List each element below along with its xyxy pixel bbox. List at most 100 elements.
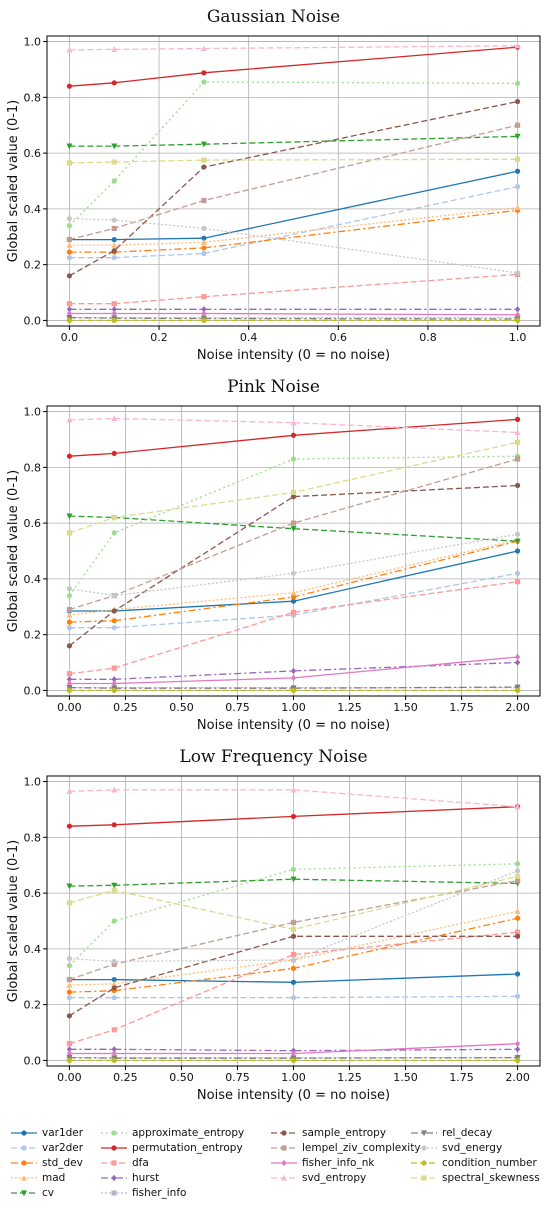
data-point	[290, 965, 297, 972]
series-line	[69, 273, 518, 305]
data-point	[514, 416, 521, 422]
series-line	[69, 441, 518, 534]
legend-label: dfa	[132, 1157, 149, 1169]
legend-label: fisher_info	[132, 1187, 187, 1199]
data-point	[200, 239, 207, 245]
data-point	[514, 306, 521, 313]
legend-marker	[421, 1130, 427, 1137]
chart-title: Low Frequency Noise	[179, 747, 367, 767]
data-point	[201, 294, 207, 300]
legend-marker	[281, 1130, 287, 1136]
y-tick-label: 0.8	[24, 461, 42, 474]
series-svd-entropy	[66, 415, 521, 436]
grid	[47, 776, 540, 1066]
y-tick-label: 0.4	[24, 573, 42, 586]
series-line	[69, 158, 518, 164]
series-line	[69, 789, 518, 808]
data-point	[111, 217, 117, 223]
legend-label: approximate_entropy	[132, 1127, 245, 1139]
data-point	[111, 887, 117, 893]
data-point	[111, 618, 117, 624]
series-line	[69, 973, 518, 983]
x-tick-label: 0.50	[169, 701, 194, 714]
data-point	[290, 526, 297, 532]
data-point	[111, 514, 117, 521]
legend-label: permutation_entropy	[132, 1142, 243, 1154]
series-line	[69, 209, 518, 253]
data-point	[200, 45, 207, 52]
legend-marker	[21, 1130, 27, 1136]
series-line	[69, 316, 518, 320]
data-point	[111, 255, 117, 261]
data-point	[66, 160, 73, 166]
data-point	[514, 482, 521, 489]
series-line	[69, 878, 518, 887]
data-point	[66, 255, 73, 261]
series-approximate-entropy	[66, 79, 521, 229]
data-point	[66, 671, 73, 677]
data-point	[514, 993, 521, 999]
series-sample-entropy	[66, 933, 521, 1019]
data-point	[201, 79, 207, 85]
data-point	[290, 995, 297, 1001]
legend-label: condition_number	[442, 1157, 537, 1169]
data-point	[201, 225, 207, 232]
x-axis-label: Noise intensity (0 = no noise)	[197, 1088, 390, 1103]
legend-swatch	[271, 1159, 297, 1167]
x-tick-label: 0.75	[225, 701, 250, 714]
data-point	[514, 168, 521, 174]
data-point	[514, 803, 521, 810]
data-point	[66, 606, 73, 613]
y-tick-label: 0.0	[24, 1054, 42, 1067]
legend-label: var1der	[42, 1127, 84, 1139]
legend-swatch	[411, 1175, 437, 1181]
data-point	[66, 823, 73, 829]
series-line	[68, 863, 518, 967]
data-point	[111, 530, 117, 536]
series-line	[69, 1043, 518, 1055]
data-point	[514, 548, 521, 554]
data-point	[290, 1057, 297, 1064]
data-point	[290, 687, 297, 694]
data-point	[514, 908, 521, 914]
data-point	[66, 530, 73, 536]
data-point	[514, 971, 521, 977]
data-point	[290, 957, 297, 963]
x-tick-label: 0.0	[61, 331, 79, 344]
data-point	[66, 249, 73, 255]
series-var1der	[66, 971, 521, 985]
series-line	[69, 540, 518, 623]
data-point	[290, 489, 297, 496]
data-point	[201, 250, 207, 257]
data-point	[514, 579, 521, 585]
x-tick-label: 2.00	[505, 701, 530, 714]
series-sample-entropy	[66, 98, 521, 279]
legend-marker	[281, 1145, 287, 1151]
x-tick-label: 0.8	[419, 331, 437, 344]
series-line	[69, 931, 518, 1045]
data-point	[290, 520, 297, 526]
data-point	[111, 46, 118, 52]
x-tick-label: 0.00	[57, 701, 82, 714]
series-svd-entropy	[66, 42, 521, 53]
series-rel-decay	[66, 315, 521, 323]
data-point	[111, 248, 117, 254]
x-tick-label: 1.0	[509, 331, 527, 344]
data-point	[290, 919, 297, 925]
series-var1der	[66, 168, 521, 243]
series-line	[69, 550, 518, 612]
legend-marker	[21, 1174, 27, 1181]
y-tick-label: 0.8	[24, 831, 42, 844]
data-point	[66, 995, 73, 1001]
series-dfa	[66, 579, 521, 677]
data-point	[290, 951, 297, 958]
data-point	[201, 197, 207, 204]
chart-title: Pink Noise	[227, 377, 320, 397]
x-tick-label: 1.00	[281, 701, 306, 714]
y-axis-label: Global scaled value (0-1)	[6, 470, 21, 633]
series-line	[69, 1048, 518, 1052]
x-tick-label: 1.25	[337, 1071, 362, 1084]
legend-marker	[111, 1130, 117, 1136]
grid	[47, 36, 540, 326]
series-line	[69, 124, 518, 241]
